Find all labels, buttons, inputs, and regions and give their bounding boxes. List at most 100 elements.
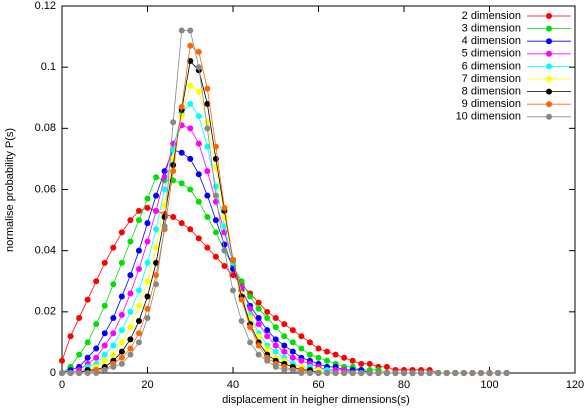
- data-point: [170, 119, 177, 126]
- y-axis-title: normalise probability P(s): [4, 128, 16, 252]
- data-point: [195, 198, 202, 205]
- data-point: [306, 370, 313, 376]
- data-point: [230, 256, 236, 263]
- data-point: [195, 64, 202, 71]
- data-point: [195, 113, 202, 120]
- data-point: [221, 241, 228, 248]
- data-point: [187, 42, 194, 49]
- data-point: [101, 357, 108, 364]
- data-point: [272, 348, 279, 355]
- x-axis-title: displacement in heigher dimensions(s): [222, 394, 410, 406]
- data-point: [153, 281, 160, 288]
- data-point: [315, 354, 322, 361]
- data-point: [281, 333, 288, 340]
- data-point: [187, 82, 194, 89]
- data-point: [195, 235, 202, 242]
- data-point: [101, 351, 108, 358]
- y-tick-label: 0.04: [35, 245, 56, 257]
- data-point: [67, 333, 74, 340]
- data-point: [238, 296, 245, 303]
- data-point: [255, 333, 262, 340]
- data-point: [187, 186, 194, 193]
- x-tick-label: 40: [227, 379, 239, 391]
- data-point: [486, 370, 493, 376]
- data-point: [110, 342, 117, 349]
- data-point: [144, 204, 151, 211]
- data-point: [161, 174, 168, 181]
- data-point: [135, 266, 142, 273]
- data-point: [255, 321, 262, 328]
- data-point: [264, 327, 271, 334]
- data-point: [178, 113, 185, 120]
- data-point: [135, 330, 142, 337]
- data-point: [264, 308, 271, 315]
- data-point: [110, 351, 117, 358]
- data-point: [110, 314, 117, 321]
- data-point: [170, 162, 177, 169]
- data-point: [153, 192, 160, 199]
- legend-label: 7 dimension: [462, 73, 521, 85]
- data-point: [84, 370, 91, 376]
- data-point: [332, 351, 339, 358]
- data-point: [418, 370, 425, 376]
- data-point: [332, 370, 339, 376]
- y-tick-label: 0.08: [35, 122, 56, 134]
- data-point: [178, 149, 185, 156]
- data-point: [118, 348, 125, 355]
- data-point: [178, 27, 185, 34]
- data-point: [212, 183, 219, 190]
- x-tick-label: 80: [398, 379, 410, 391]
- legend-marker: [546, 63, 552, 70]
- data-point: [375, 370, 382, 376]
- data-point: [204, 125, 211, 132]
- y-tick-label: 0.1: [41, 61, 56, 73]
- data-point: [383, 370, 390, 376]
- data-point: [178, 103, 185, 110]
- data-point: [255, 342, 262, 349]
- data-point: [221, 262, 228, 269]
- data-point: [93, 321, 100, 328]
- data-point: [289, 354, 296, 361]
- data-point: [178, 220, 185, 227]
- data-point: [204, 85, 211, 92]
- data-point: [477, 370, 484, 376]
- data-point: [144, 195, 151, 202]
- data-point: [170, 168, 177, 175]
- data-point: [212, 253, 219, 260]
- data-point: [59, 357, 65, 364]
- data-point: [281, 342, 288, 349]
- data-point: [118, 327, 125, 334]
- data-point: [153, 259, 160, 266]
- data-point: [84, 296, 91, 303]
- data-point: [144, 259, 151, 266]
- data-point: [324, 370, 331, 376]
- data-point: [204, 143, 211, 150]
- data-point: [101, 342, 108, 349]
- data-point: [195, 140, 202, 147]
- data-point: [93, 354, 100, 361]
- data-point: [469, 370, 476, 376]
- data-point: [101, 259, 108, 266]
- data-point: [127, 272, 134, 279]
- data-point: [187, 27, 194, 34]
- data-point: [135, 302, 142, 309]
- data-point: [204, 214, 211, 221]
- legend-marker: [546, 13, 552, 19]
- data-point: [195, 88, 202, 95]
- legend-label: 3 dimension: [462, 23, 521, 35]
- data-point: [110, 281, 117, 288]
- data-point: [195, 48, 202, 55]
- data-point: [187, 58, 194, 65]
- data-point: [495, 370, 502, 376]
- legend-label: 9 dimension: [462, 98, 521, 110]
- data-point: [324, 357, 331, 364]
- data-point: [238, 318, 245, 325]
- data-point: [272, 314, 279, 321]
- data-point: [84, 339, 91, 346]
- data-point: [315, 345, 322, 352]
- data-point: [127, 336, 134, 343]
- data-point: [204, 244, 211, 251]
- data-point: [298, 333, 305, 340]
- data-point: [153, 207, 160, 214]
- legend-label: 2 dimension: [462, 10, 521, 22]
